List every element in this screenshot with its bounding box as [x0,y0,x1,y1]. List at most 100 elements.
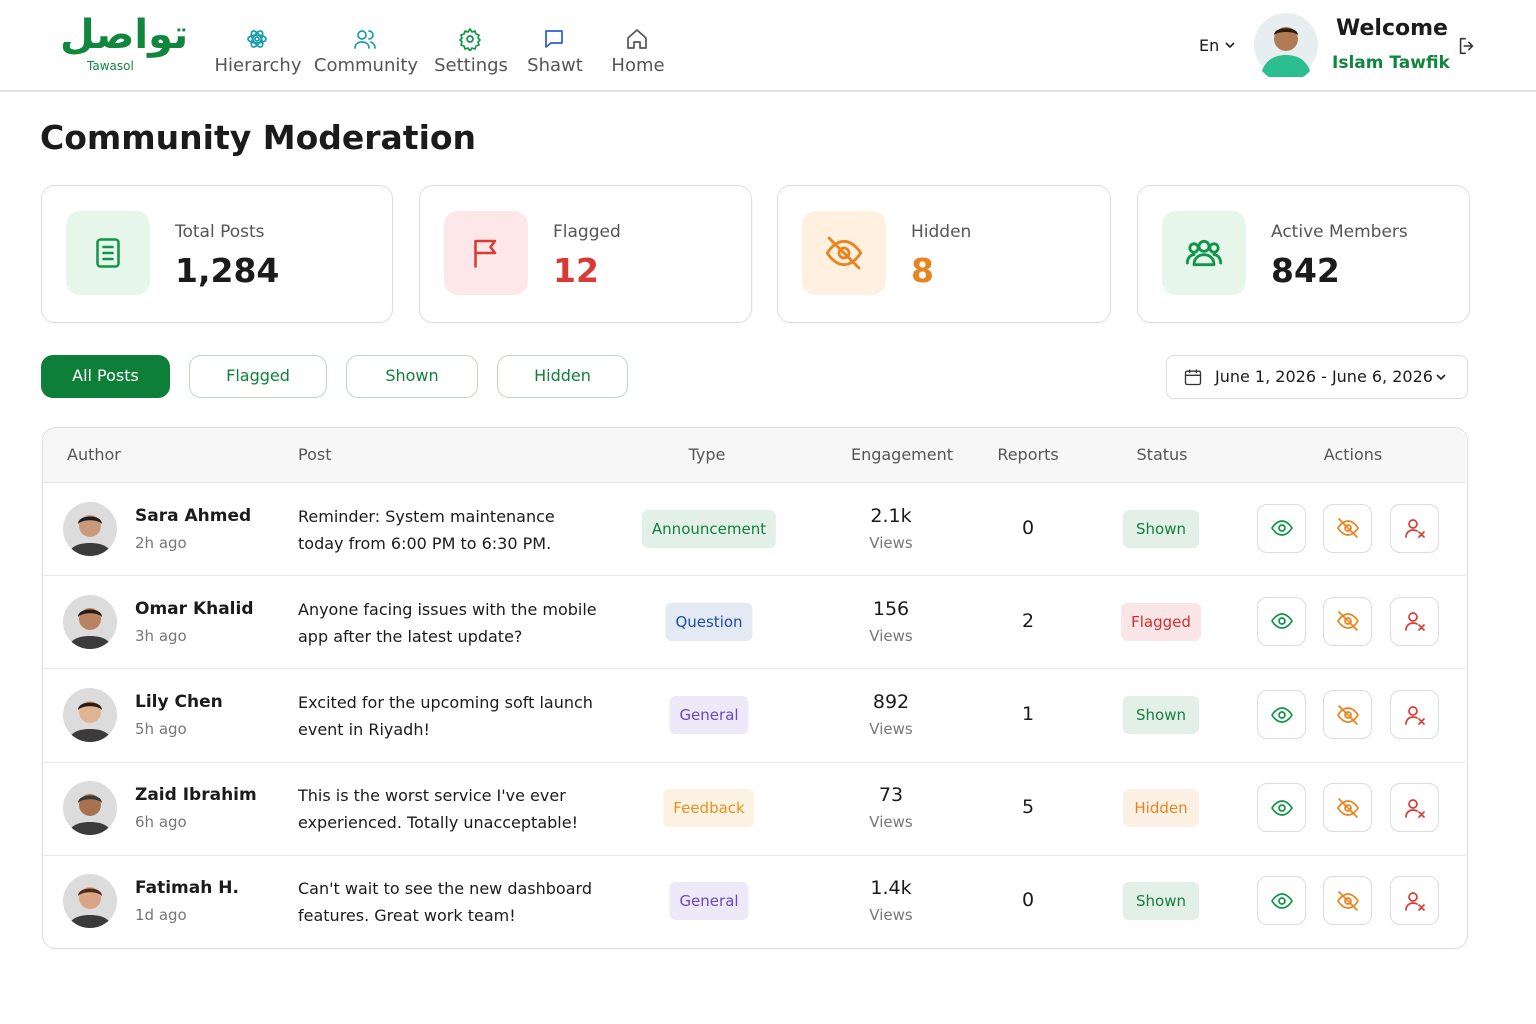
ban-button[interactable] [1390,783,1439,833]
engagement: 156 [872,597,910,620]
action-icon [1336,704,1359,725]
row-divider [43,575,1466,577]
hide-button[interactable] [1323,876,1372,926]
hide-button[interactable] [1323,596,1372,646]
nav-link[interactable]: Settings [434,55,508,76]
post-time: 1d ago [135,906,187,925]
column-header: Post [298,445,332,464]
avatar-svg [63,781,117,836]
column-header: Reports [997,445,1059,464]
action-icon [1404,892,1425,911]
user-name: Islam Tawfik [1332,53,1450,73]
hide-button[interactable] [1323,503,1372,553]
action-icon [1404,612,1425,632]
hide-button[interactable] [1323,690,1372,739]
column-header: Type [688,445,726,464]
nav-icon [353,27,377,55]
nav-icon-svg [627,29,647,49]
filter-button[interactable]: All Posts [41,355,170,398]
author-name: Sara Ahmed [135,505,252,526]
row-divider [43,668,1466,670]
page-title: Community Moderation [40,118,477,157]
author-avatar [63,594,117,653]
hide-button[interactable] [1323,783,1372,833]
type-badge: Question [665,602,753,641]
action-icon [1336,797,1359,818]
view-button[interactable] [1257,503,1306,553]
status-badge: Flagged [1121,602,1201,641]
stat-icon-svg [1185,239,1223,267]
post-text: This is the worst service I've ever expe… [298,786,578,833]
status-badge: Shown [1123,882,1199,921]
nav-link[interactable]: Home [611,55,665,76]
stat-icon [66,211,150,295]
stat-icon-svg [474,239,497,268]
stat-label: Total Posts [175,222,265,242]
avatar-svg [63,594,117,649]
filter-button[interactable]: Flagged [189,355,327,398]
column-header: Author [67,445,121,464]
view-button[interactable] [1257,690,1306,739]
table-header [43,428,1466,483]
greeting: Welcome [1336,16,1448,41]
author-avatar [63,501,117,560]
column-header: Status [1136,445,1188,464]
status-badge: Hidden [1123,789,1199,828]
action-icon [1404,519,1425,538]
calendar-icon [1184,369,1202,386]
column-header: Engagement [850,445,954,464]
ban-button[interactable] [1390,690,1439,739]
avatar-svg [63,688,117,742]
stat-label: Active Members [1271,222,1408,242]
engagement: 73 [878,784,904,807]
type-badge: Announcement [641,509,777,548]
status-badge: Shown [1123,509,1199,548]
filter-button[interactable]: Shown [346,355,478,398]
author-avatar [63,874,117,932]
action-icon [1270,613,1293,630]
ban-button[interactable] [1390,876,1439,926]
stat-icon-svg [96,238,120,268]
language: En [1199,36,1220,55]
chevron-icon [1225,42,1235,49]
stat-icon [1162,211,1246,295]
type-badge: General [669,882,749,921]
view-button[interactable] [1257,596,1306,646]
action-icon [1270,799,1293,816]
stat-label: Flagged [553,222,621,242]
author-name: Omar Khalid [135,598,254,619]
post-time: 2h ago [135,533,187,552]
nav-icon [542,27,566,55]
column-header: Actions [1323,445,1383,464]
stat-value: 1,284 [175,251,280,290]
action-icon [1336,611,1359,632]
view-button[interactable] [1257,876,1306,926]
ban-button[interactable] [1390,596,1439,646]
engagement-unit: Views [869,906,913,925]
ban-button[interactable] [1390,503,1439,553]
stat-value: 842 [1271,251,1340,290]
action-icon [1270,706,1293,723]
engagement-unit: Views [869,813,913,832]
date-picker[interactable]: June 1, 2026 - June 6, 2026 [1166,355,1468,399]
nav-icon [245,27,269,55]
action-icon [1336,891,1359,911]
engagement: 892 [872,691,910,713]
logo[interactable]: تواصل [60,12,189,58]
action-icon [1404,798,1425,818]
view-button[interactable] [1257,783,1306,833]
logout-button[interactable] [1456,35,1478,57]
author-name: Lily Chen [135,692,223,712]
nav-link[interactable]: Community [313,55,419,76]
type-badge: Feedback [663,789,755,828]
nav-icon-svg [247,30,267,48]
action-icon [1270,893,1293,909]
nav-link[interactable]: Shawt [527,55,583,76]
filter-button[interactable]: Hidden [497,355,628,398]
nav-icon-svg [354,30,376,49]
stat-icon [802,211,886,295]
nav-link[interactable]: Hierarchy [214,55,302,76]
language-selector[interactable]: En [1199,36,1236,55]
